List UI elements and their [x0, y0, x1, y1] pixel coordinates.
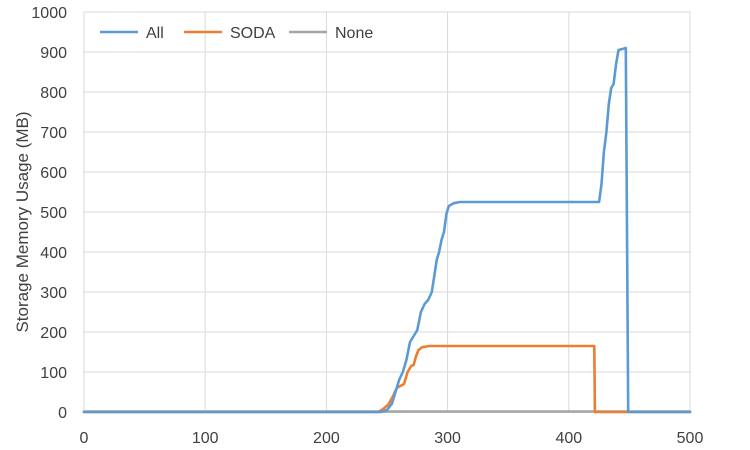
legend-label-soda: SODA — [230, 25, 276, 42]
x-tick-label: 300 — [434, 430, 461, 447]
y-tick-label: 800 — [40, 85, 67, 102]
y-tick-label: 400 — [40, 245, 67, 262]
y-axis-title: Storage Memory Usage (MB) — [13, 111, 32, 332]
x-tick-label: 400 — [555, 430, 582, 447]
series-lines — [82, 46, 692, 414]
legend-label-none: None — [335, 25, 373, 42]
x-tick-label: 500 — [677, 430, 704, 447]
x-tick-label: 0 — [80, 430, 89, 447]
y-tick-label: 300 — [40, 285, 67, 302]
y-tick-label: 700 — [40, 125, 67, 142]
gridlines — [83, 11, 691, 413]
y-tick-label: 1000 — [31, 5, 67, 22]
x-tick-label: 200 — [313, 430, 340, 447]
y-tick-labels: 0 100 200 300 400 500 600 700 800 900 1000 — [31, 5, 67, 422]
y-tick-label: 900 — [40, 45, 67, 62]
x-tick-labels: 0 100 200 300 400 500 — [80, 430, 704, 447]
legend-label-all: All — [146, 25, 164, 42]
legend: All SODA None — [100, 25, 373, 42]
y-tick-label: 200 — [40, 325, 67, 342]
y-tick-label: 100 — [40, 365, 67, 382]
y-tick-label: 600 — [40, 165, 67, 182]
series-line-all — [82, 46, 692, 414]
series-line-soda — [82, 344, 692, 414]
y-tick-label: 0 — [58, 405, 67, 422]
y-tick-label: 500 — [40, 205, 67, 222]
x-tick-label: 100 — [192, 430, 219, 447]
